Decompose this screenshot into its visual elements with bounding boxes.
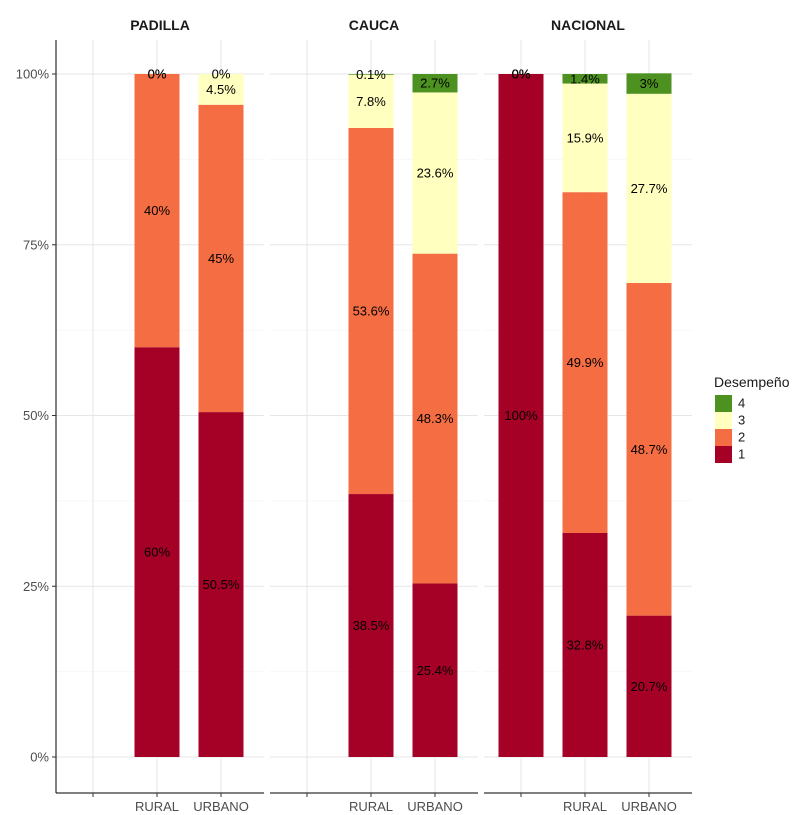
bar-segment-level-2 (134, 74, 180, 348)
bar-segment-level-1 (498, 74, 544, 757)
data-label: 40% (144, 203, 170, 218)
data-label: 0% (512, 67, 531, 82)
bar-segment-level-1 (134, 347, 180, 757)
x-tick-label: RURAL (349, 799, 393, 814)
bar-total: 100%0%0%0% (498, 67, 544, 757)
data-label: 45% (208, 251, 234, 266)
data-label: 48.7% (631, 442, 668, 457)
y-tick-label: 25% (23, 579, 49, 594)
x-tick-label: URBANO (621, 799, 677, 814)
bar-segment-level-1 (348, 494, 394, 757)
data-label: 38.5% (353, 618, 390, 633)
data-label: 1.4% (570, 71, 600, 86)
data-label: 0% (212, 67, 231, 82)
y-tick-label: 100% (16, 67, 50, 82)
data-label: 49.9% (567, 355, 604, 370)
data-label: 0% (512, 67, 531, 82)
bar-segment-level-3 (562, 83, 608, 193)
panels-layer: PADILLA RURAL URBANO 60% 40% 0% 0% 50.5% 45% 4.5%… (56, 17, 692, 814)
bar-segment-level-2 (348, 127, 394, 495)
data-label: 23.6% (417, 166, 454, 181)
bar-segment-level-2 (626, 282, 672, 616)
legend-swatch (715, 412, 732, 429)
bar-segment-level-2 (198, 104, 244, 413)
panel-title: NACIONAL (551, 17, 625, 33)
y-axis: 0% 25% 50% 75% 100% (16, 40, 57, 793)
bar-rural: 32.8% 49.9% 15.9% 1.4% (562, 71, 608, 757)
x-tick-label: RURAL (563, 799, 607, 814)
panel-title: PADILLA (130, 17, 190, 33)
data-label: 32.8% (567, 637, 604, 652)
bar-segment-level-4 (562, 74, 608, 84)
data-label: 53.6% (353, 304, 390, 319)
data-label: 0% (512, 67, 531, 82)
panel-cauca: CAUCA RURAL URBANO 38.5% 53.6% 7.8% 0.1% 25.4% 4… (270, 17, 478, 814)
data-label: 25.4% (417, 663, 454, 678)
bar-urbano: 25.4% 48.3% 23.6% 2.7% (412, 74, 458, 757)
panel-title: CAUCA (349, 17, 400, 33)
panel-padilla: PADILLA RURAL URBANO 60% 40% 0% 0% 50.5% 45% 4.5%… (56, 17, 264, 814)
data-label: 100% (504, 408, 538, 423)
bar-urbano: 20.7% 48.7% 27.7% 3% (626, 73, 672, 757)
data-label: 0.1% (356, 67, 386, 82)
bar-segment-level-1 (626, 615, 672, 757)
bar-rural: 38.5% 53.6% 7.8% 0.1% (348, 67, 394, 757)
bar-segment-level-1 (562, 532, 608, 757)
legend-label: 3 (738, 413, 745, 428)
legend-label: 4 (738, 396, 745, 411)
x-tick-label: RURAL (135, 799, 179, 814)
data-label: 7.8% (356, 94, 386, 109)
data-label: 48.3% (417, 411, 454, 426)
bar-segment-level-2 (562, 192, 608, 533)
bar-urbano: 50.5% 45% 4.5%0% (198, 67, 244, 757)
bar-segment-level-3 (412, 92, 458, 254)
bar-segment-level-1 (412, 583, 458, 757)
data-label: 20.7% (631, 679, 668, 694)
bar-segment-level-4 (348, 74, 394, 75)
data-label: 60% (144, 545, 170, 560)
bar-segment-level-4 (412, 74, 458, 93)
data-label: 15.9% (567, 130, 604, 145)
y-tick-label: 0% (30, 750, 49, 765)
legend-title: Desempeño (714, 374, 790, 390)
x-tick-label: URBANO (407, 799, 463, 814)
x-tick-label: URBANO (193, 799, 249, 814)
bar-segment-level-3 (348, 74, 394, 128)
y-tick-label: 50% (23, 408, 49, 423)
legend-label: 2 (738, 430, 745, 445)
y-tick-label: 75% (23, 237, 49, 252)
bar-segment-level-3 (626, 93, 672, 283)
data-label: 2.7% (420, 76, 450, 91)
data-label: 0% (148, 67, 167, 82)
data-label: 3% (640, 76, 659, 91)
legend-swatch (715, 446, 732, 463)
bar-segment-level-4 (626, 73, 672, 94)
data-label: 50.5% (203, 577, 240, 592)
data-label: 0% (148, 67, 167, 82)
data-label: 4.5% (206, 82, 236, 97)
bar-segment-level-1 (198, 412, 244, 757)
bar-rural: 60%40%0%0% (134, 67, 180, 757)
legend-swatch (715, 395, 732, 412)
legend-swatch (715, 429, 732, 446)
legend: Desempeño 4 3 2 1 (714, 374, 790, 463)
bar-segment-level-2 (412, 253, 458, 584)
bar-segment-level-3 (198, 74, 244, 105)
legend-label: 1 (738, 447, 745, 462)
data-label: 27.7% (631, 181, 668, 196)
